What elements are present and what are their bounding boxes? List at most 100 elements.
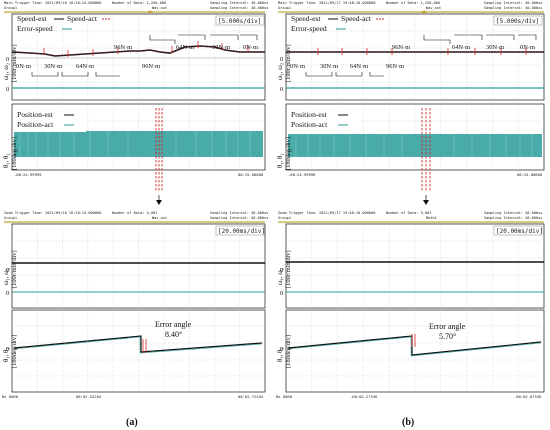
zoom-pos-ylabel-group: θ₁, θ₂: [3, 347, 10, 362]
error-angle-label: Error angle: [155, 320, 192, 329]
zoom-header-data-count: Number of Data: 5,001: [386, 211, 431, 215]
load-step-labels: 0N·m 30N·m 64N·m 96N·m 96N·m 64N·m 30N·m…: [290, 34, 537, 77]
header-line-1: Main Trigger Time: 2021/09/16 16:20:24.0…: [4, 1, 101, 5]
speed-yunit: [100r/min/div]: [11, 44, 18, 82]
zoom-pos-zero-tick: 0: [280, 346, 283, 353]
x-start-label: -00:24.99996: [288, 172, 316, 177]
time-scale-box: [5.000s/div]: [496, 18, 539, 25]
zoom-speed-zero-tick: 0: [280, 267, 283, 274]
load-step-markers: [317, 48, 527, 55]
zoom-position-act-trace: [13, 336, 263, 354]
load-label-6: 64N·m: [452, 44, 470, 51]
legend-speed-act: Speed-act: [67, 14, 98, 23]
zoom-time-scale-frame: [493, 225, 543, 236]
trigger-marker-icon: [147, 10, 153, 13]
load-label-8: 0N·m: [520, 44, 535, 51]
zoom-error-zero-tick: 0: [280, 290, 283, 297]
zoom-ruler-bar: [4, 221, 265, 224]
zoom-position-ylabel: θ₁, θ₂: [3, 347, 10, 362]
zoom-window-markers: [421, 108, 431, 192]
speed-yunit-group: [100r/min/div]: [285, 44, 292, 82]
load-label-5: 96N·m: [142, 63, 160, 70]
zoom-position-plot: Error angle 5.70° 0 θ₁, θ₂ [180deg/div] …: [276, 309, 545, 399]
speed-zero-tick: 0: [6, 56, 9, 63]
caption-a: (a): [126, 417, 138, 428]
zoom-speed-yunit-group: [100r/min/div]: [285, 250, 292, 288]
position-yunit: [180deg/div]: [285, 137, 292, 170]
position-legend-bg: [288, 108, 360, 132]
error-angle-value: 5.70°: [439, 332, 456, 341]
plot-frame: [11, 309, 266, 393]
zoom-header-wave-name: Math1: [426, 216, 437, 220]
position-sawtooth-band: [14, 131, 263, 157]
speed-ylabel: ω₁, ω₂: [3, 63, 10, 80]
x-end-label: 00:25.00000: [238, 172, 264, 177]
zoom-x-label-left: Bs 0000: [2, 394, 19, 399]
zoom-window-markers: [155, 108, 163, 192]
zoom-x-end: 00:02.72204: [238, 394, 264, 399]
header-sampling-2: Sampling Interval: 40.000us: [484, 6, 542, 10]
position-ylabel: θ₁, θ₂: [277, 153, 284, 168]
header-group: Group1: [4, 6, 17, 10]
load-step-labels: 0N·m 30N·m 64N·m 96N·m 96N·m 64N·m 30N·m…: [16, 34, 258, 77]
speed-act-trace: [11, 45, 265, 57]
load-label-4: 96N·m: [114, 44, 132, 51]
zoom-speed-yunit: [100r/min/div]: [11, 250, 18, 288]
legend-error-speed: Error-speed: [17, 24, 53, 33]
header-sampling-2: Sampling Interval: 40.000us: [210, 6, 268, 10]
header-data-count: Number of Data: 1,250,000: [386, 1, 440, 5]
top-position-plot: Position-est Position-act θ₁, θ₂ [180deg…: [3, 103, 266, 177]
load-label-8: 0N·m: [243, 44, 258, 51]
load-label-1: 0N·m: [290, 63, 305, 70]
grid: [12, 224, 265, 308]
legend-position-est: Position-est: [291, 110, 328, 119]
error-angle-label: Error angle: [429, 322, 466, 331]
load-label-2: 30N·m: [44, 63, 62, 70]
load-step-markers: [43, 41, 249, 57]
load-label-2: 30N·m: [320, 63, 338, 70]
zoom-position-est-trace: [13, 335, 263, 353]
position-legend-bg: [14, 108, 86, 132]
zoom-speed-yunit-group: [100r/min/div]: [11, 250, 18, 288]
legend-speed-est: Speed-est: [291, 14, 321, 23]
time-scale-box: [5.000s/div]: [218, 18, 261, 25]
legend-speed-est: Speed-est: [17, 14, 47, 23]
load-label-6: 64N·m: [176, 44, 194, 51]
zoom-pos-zero-tick: 0: [6, 346, 9, 353]
x-start-label: -00:24.99999: [14, 172, 42, 177]
zoom-header-line-1: Zoom Trigger Time: 2021/09/16 16:20:24.0…: [4, 211, 101, 215]
zoom-header-sampling: Sampling Interval: 40.000us: [210, 211, 268, 215]
zoom-speed-ylabel-group: ω₁, ω₂: [277, 268, 284, 285]
time-ruler-bar: [4, 11, 265, 14]
pos-ylabel-group: θ₁, θ₂: [3, 153, 10, 168]
zoom-header-line-1: Zoom Trigger Time: 2021/09/17 19:48:10.0…: [278, 211, 375, 215]
zoom-x-start: -00:02.27536: [350, 394, 378, 399]
speed-yunit: [100r/min/div]: [285, 44, 292, 82]
zoom-header-sampling-2: Sampling Interval: 40.000us: [210, 216, 268, 220]
error-angle-markers: [142, 339, 147, 353]
time-ruler-bar: [278, 11, 544, 14]
position-sawtooth-hatch: [295, 134, 533, 157]
zoom-pos-yunit-group: [180deg/div]: [285, 335, 292, 368]
position-sawtooth-band: [288, 134, 542, 157]
time-scale-frame: [493, 15, 543, 26]
speed-yunit-group: [100r/min/div]: [11, 44, 18, 82]
speed-ylabel-group: ω₁, ω₂: [277, 63, 284, 80]
zoom-pos-yunit-group: [180deg/div]: [11, 335, 18, 368]
zoom-header-group: Group1: [4, 216, 17, 220]
load-label-3: 64N·m: [350, 63, 368, 70]
legend-position-act: Position-act: [17, 120, 54, 129]
zoom-position-yunit: [180deg/div]: [11, 335, 18, 368]
plot-frame: [285, 309, 545, 393]
zoom-speed-plot: [20.00ms/div] 0 0 ω₁, ω₂ [100r/min/div]: [277, 223, 545, 309]
panel-a: Main Trigger Time: 2021/09/16 16:20:24.0…: [2, 1, 268, 428]
zoom-position-yunit: [180deg/div]: [285, 335, 292, 368]
zoom-time-scale-frame: [215, 225, 265, 236]
speed-ylabel-group: ω₁, ω₂: [3, 63, 10, 80]
zoom-speed-ylabel: ω₁, ω₂: [3, 268, 10, 285]
top-speed-plot: Speed-est Speed-act Error-speed [5.000s/…: [277, 13, 545, 101]
zoom-header-data-count: Number of Data: 5,001: [112, 211, 157, 215]
zoom-speed-yunit: [100r/min/div]: [285, 250, 292, 288]
zoom-speed-zero-tick: 0: [6, 267, 9, 274]
